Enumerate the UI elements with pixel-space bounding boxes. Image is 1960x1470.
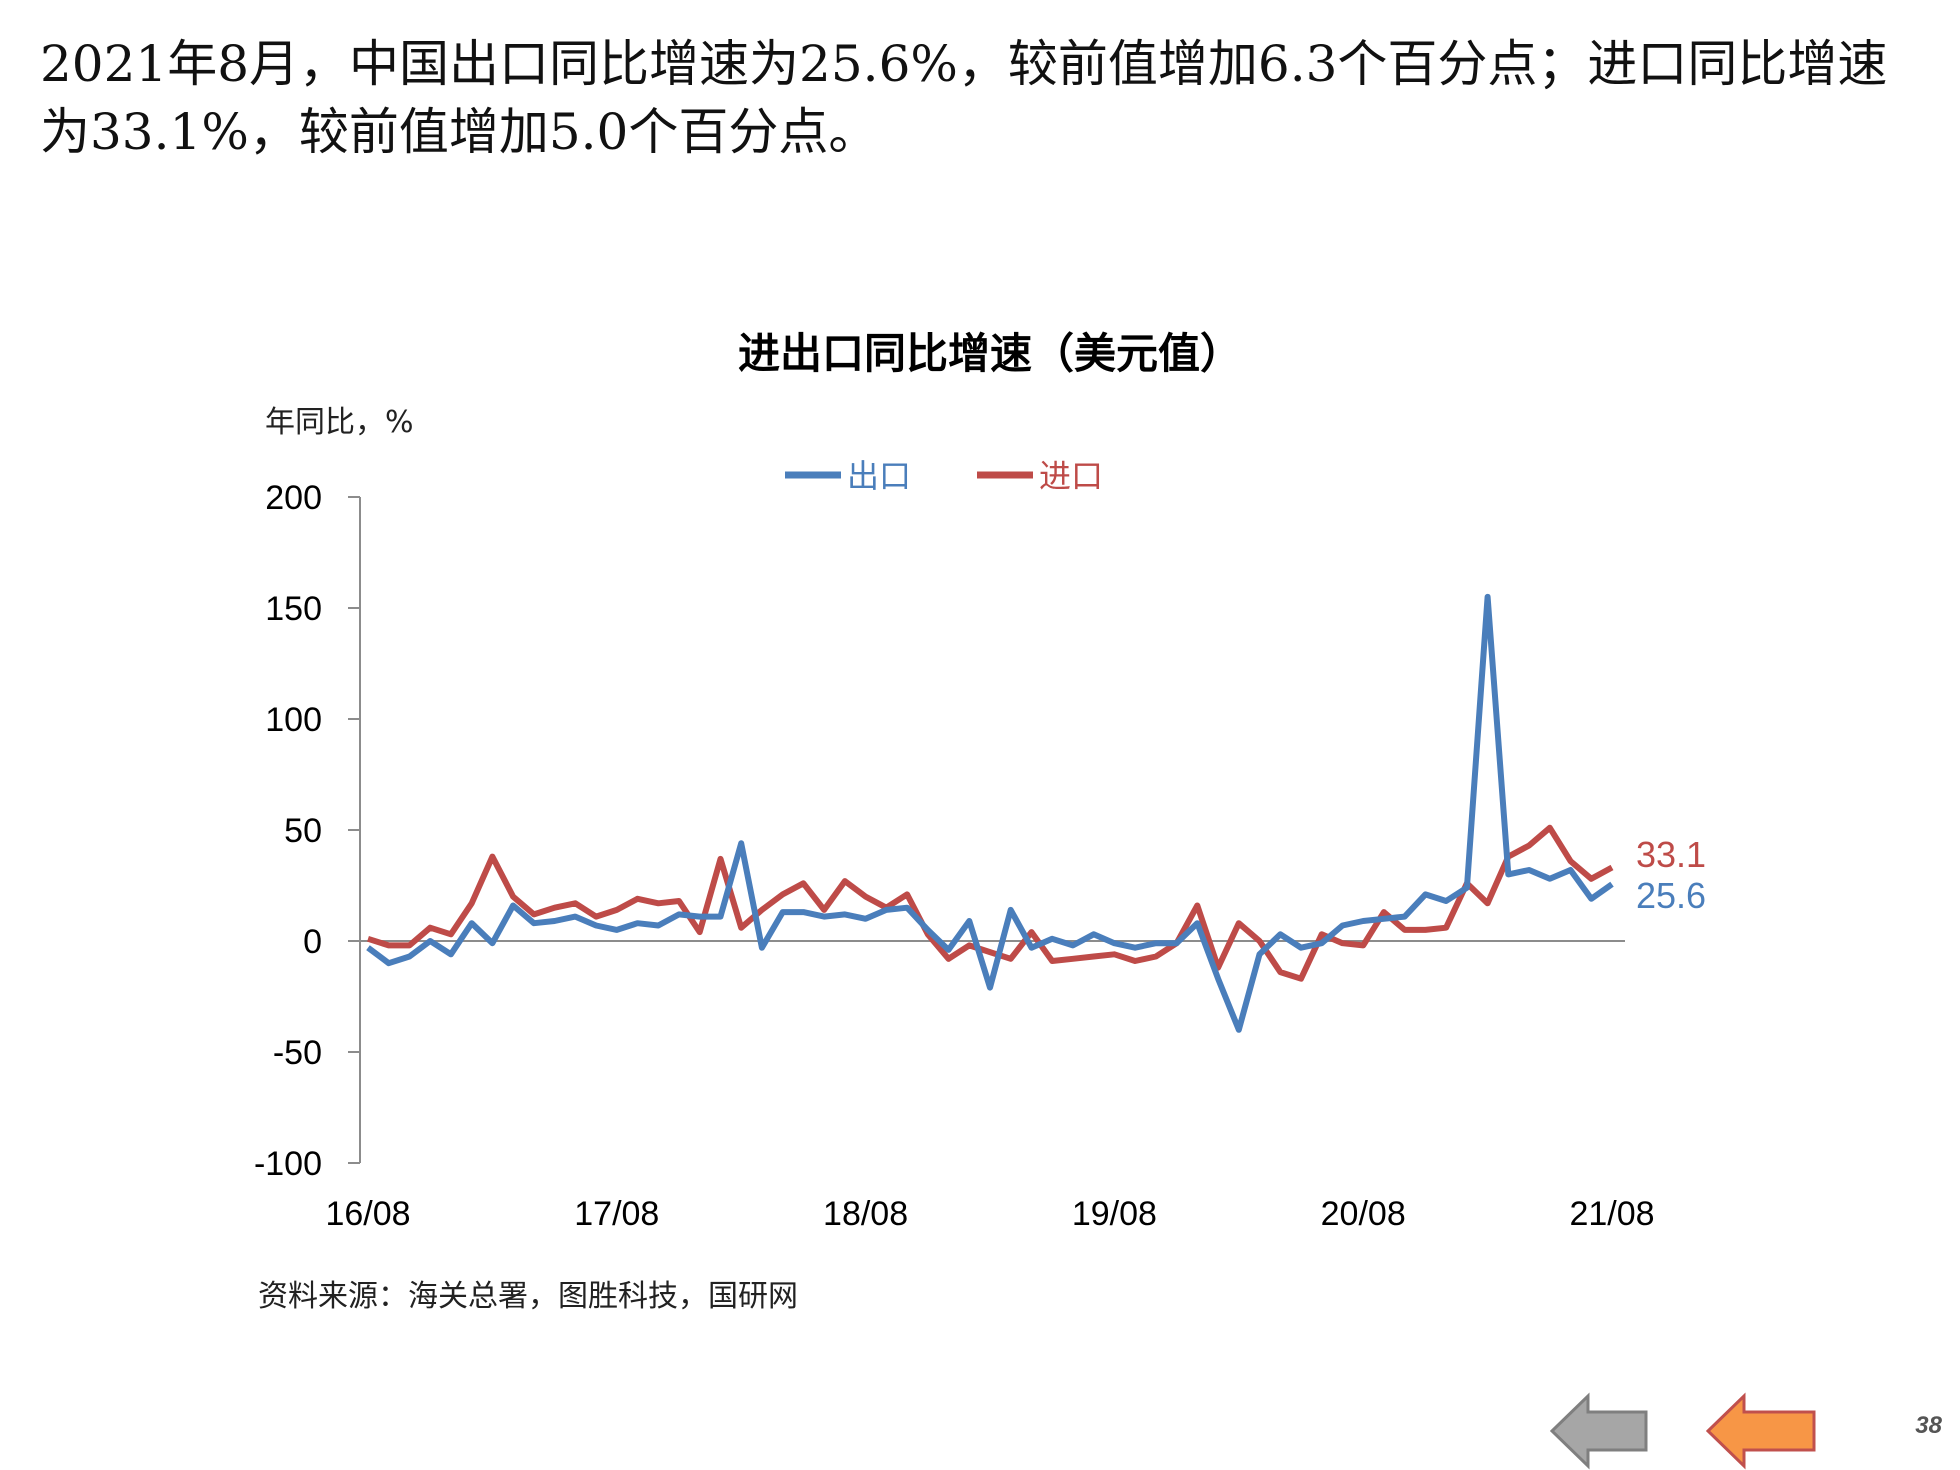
nav-next-arrow-icon[interactable] [1706,1392,1818,1470]
y-axis-label: 年同比，% [265,405,414,440]
chart-title: 进出口同比增速（美元值） [738,329,1242,378]
x-tick-label: 16/08 [325,1195,410,1233]
x-tick-label: 17/08 [574,1195,659,1233]
nav-prev-arrow-icon[interactable] [1550,1392,1650,1470]
x-tick-label: 19/08 [1072,1195,1157,1233]
y-tick-label: 0 [303,923,322,961]
chart-legend: 出口 进口 [785,457,1103,495]
y-tick-label: -50 [273,1034,322,1072]
x-tick-label: 20/08 [1321,1195,1406,1233]
page-number: 38 [1915,1412,1942,1439]
series-line-进口 [367,824,1614,982]
end-value-label: 25.6 [1636,875,1706,916]
legend-label: 进口 [1039,457,1103,495]
legend-label: 出口 [847,457,911,495]
y-tick-label: 100 [265,701,322,739]
end-value-label: 33.1 [1636,834,1706,875]
trade-growth-chart: 进出口同比增速（美元值） 年同比，% 出口 进口 200 150 100 50 0 -50 -… [254,329,1706,1314]
x-tick-label: 18/08 [823,1195,908,1233]
y-tick-label: -100 [254,1145,322,1183]
source-note: 资料来源：海关总署，图胜科技，国研网 [258,1279,798,1314]
series-line-出口 [366,593,1614,1033]
y-tick-label: 150 [265,590,322,628]
y-tick-label: 50 [284,812,322,850]
y-tick-label: 200 [265,479,322,517]
headline-text: 2021年8月，中国出口同比增速为25.6%，较前值增加6.3个百分点；进口同比… [40,35,1888,161]
x-tick-label: 21/08 [1569,1195,1654,1233]
